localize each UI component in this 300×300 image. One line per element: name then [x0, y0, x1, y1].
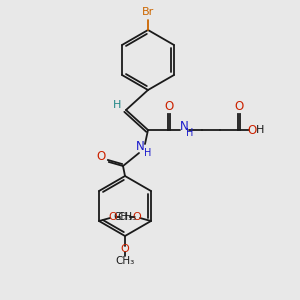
Text: O: O	[96, 149, 106, 163]
Text: H: H	[144, 148, 152, 158]
Text: H: H	[256, 125, 264, 135]
Text: Br: Br	[142, 7, 154, 17]
Text: O: O	[164, 100, 174, 113]
Text: H: H	[186, 128, 194, 138]
Text: CH₃: CH₃	[113, 212, 133, 222]
Text: O: O	[133, 212, 141, 222]
Text: N: N	[180, 121, 188, 134]
Text: O: O	[234, 100, 244, 113]
Text: N: N	[136, 140, 144, 152]
Text: O: O	[248, 124, 256, 136]
Text: H: H	[113, 100, 121, 110]
Text: O: O	[109, 212, 117, 222]
Text: CH₃: CH₃	[116, 256, 135, 266]
Text: O: O	[121, 244, 129, 254]
Text: CH₃: CH₃	[117, 212, 136, 222]
